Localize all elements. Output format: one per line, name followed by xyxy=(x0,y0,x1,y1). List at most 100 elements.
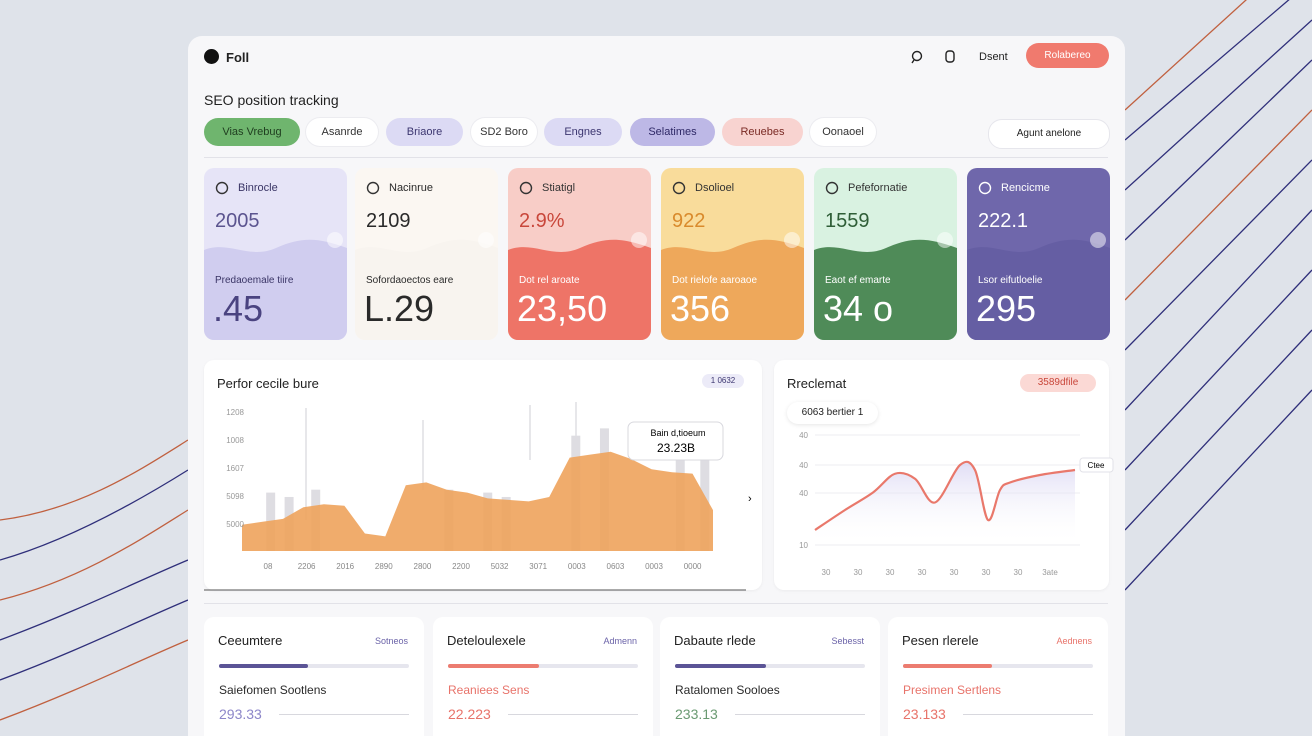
filter-chip[interactable]: Vias Vrebug xyxy=(204,118,300,146)
kpi-card: Pefefornatie 1559 Eaot ef emarte 34 o xyxy=(814,168,957,340)
x-tick-label: 5032 xyxy=(491,562,509,571)
kpi-sub-label: Predaoemale tiire xyxy=(215,275,294,286)
kpi-value: 222.1 xyxy=(978,210,1029,232)
card-link[interactable]: Admenn xyxy=(603,636,637,646)
kpi-label: Pefefornatie xyxy=(848,182,908,194)
x-tick-label: 0003 xyxy=(645,562,663,571)
kpi-label: Binrocle xyxy=(238,182,278,194)
card-title: Deteloulexele xyxy=(447,633,526,648)
x-tick-label: 30 xyxy=(950,568,959,577)
kpi-label: Stiatigl xyxy=(542,182,576,194)
card-subtitle: Reaniees Sens xyxy=(448,683,530,697)
progress-bar xyxy=(219,664,309,668)
panel-title: Perfor cecile bure xyxy=(217,376,319,391)
filter-right[interactable]: Agunt anelone xyxy=(988,119,1110,149)
kpi-sub-value: 23,50 xyxy=(517,288,608,329)
stat-card: Deteloulexele Admenn Reaniees Sens 22.223 xyxy=(433,617,653,736)
card-link[interactable]: Sotneos xyxy=(374,636,408,646)
card-value: 293.33 xyxy=(219,706,262,722)
filter-chip[interactable]: Asanrde xyxy=(306,118,378,146)
card-value: 22.223 xyxy=(448,706,491,722)
tooltip-label: Bain d,tioeum xyxy=(650,428,705,438)
kpi-wave xyxy=(508,181,651,340)
card-link[interactable]: Sebesst xyxy=(831,636,864,646)
logo-icon xyxy=(204,49,219,64)
x-tick-label: 30 xyxy=(886,568,895,577)
filter-chip[interactable]: Engnes xyxy=(544,118,622,146)
card-subtitle: Saiefomen Sootlens xyxy=(219,683,327,697)
x-tick-label: 30 xyxy=(1014,568,1023,577)
y-tick-label: 40 xyxy=(799,431,808,440)
x-tick-label: 2206 xyxy=(298,562,316,571)
card-rule xyxy=(279,714,409,715)
x-tick-label: 30 xyxy=(982,568,991,577)
kpi-wave xyxy=(814,181,957,340)
line xyxy=(814,460,1076,531)
filter-chip[interactable]: Selatimes xyxy=(630,118,715,146)
filter-chip[interactable]: Oonaoel xyxy=(810,118,876,146)
card-title: Ceeumtere xyxy=(218,633,283,648)
header-button[interactable]: Rolabereo xyxy=(1026,43,1109,68)
progress-bar xyxy=(448,664,540,668)
y-tick-label: 40 xyxy=(799,461,808,470)
kpi-wave xyxy=(204,181,347,340)
kpi-sub-value: .45 xyxy=(213,288,264,329)
stat-card: Dabaute rlede Sebesst Ratalomen Sooloes 233… xyxy=(660,617,880,736)
card-rule xyxy=(735,714,865,715)
kpi-sub-label: Lsor eifutloelie xyxy=(978,275,1043,286)
y-tick-label: 1008 xyxy=(226,436,244,445)
kpi-wave xyxy=(355,181,498,340)
kpi-sub-label: Eaot ef emarte xyxy=(825,275,891,286)
filter-chip[interactable]: Reuebes xyxy=(722,118,803,146)
x-tick-label: 30 xyxy=(918,568,927,577)
x-tick-label: 30 xyxy=(854,568,863,577)
filter-chip[interactable]: SD2 Boro xyxy=(471,118,537,146)
progress-track xyxy=(448,664,638,668)
badge: 1 0632 xyxy=(702,374,744,388)
progress-track xyxy=(219,664,409,668)
y-tick-label: 5000 xyxy=(226,520,244,529)
card-link[interactable]: Aednens xyxy=(1056,636,1092,646)
kpi-sub-value: 356 xyxy=(670,288,731,329)
x-tick-label: 0603 xyxy=(607,562,625,571)
card-subtitle: Presimen Sertlens xyxy=(903,683,1002,697)
x-tick-label: 30 xyxy=(822,568,831,577)
y-tick-label: 1208 xyxy=(226,408,244,417)
kpi-label: Rencicme xyxy=(1001,182,1050,194)
kpi-card: Stiatigl 2.9% Dot rel aroate 23,50 xyxy=(508,168,651,340)
end-label-box xyxy=(1079,457,1114,473)
card-title: Pesen rlerele xyxy=(902,633,979,648)
progress-bar xyxy=(675,664,767,668)
x-tick-label: 2890 xyxy=(375,562,393,571)
kpi-sub-label: Dot rielofe aaroaoe xyxy=(672,275,758,286)
kpi-label: Dsolioel xyxy=(695,182,735,194)
header-icons[interactable] xyxy=(908,48,963,66)
progress-track xyxy=(903,664,1093,668)
progress-bar xyxy=(903,664,993,668)
card-title: Dabaute rlede xyxy=(674,633,756,648)
x-tick-label: 2200 xyxy=(452,562,470,571)
card-value: 23.133 xyxy=(903,706,946,722)
divider xyxy=(204,603,1108,604)
filter-chip[interactable]: Briaore xyxy=(386,118,463,146)
divider xyxy=(204,157,1108,158)
card-subtitle: Ratalomen Sooloes xyxy=(675,683,780,697)
badge: 3589dfile xyxy=(1020,374,1096,392)
next-arrow[interactable]: › xyxy=(748,493,752,505)
kpi-value: 1559 xyxy=(825,210,870,232)
kpi-sub-value: L.29 xyxy=(364,288,435,329)
kpi-sub-value: 295 xyxy=(976,288,1037,329)
x-tick-label: 2800 xyxy=(414,562,432,571)
progress-track xyxy=(675,664,865,668)
chart-chip[interactable]: 6063 bertier 1 xyxy=(787,402,878,424)
area xyxy=(242,451,713,551)
x-tick-label: 0003 xyxy=(568,562,586,571)
kpi-sub-label: Sofordaoectos eare xyxy=(366,275,454,286)
page-title: SEO position tracking xyxy=(204,92,339,108)
y-tick-label: 1607 xyxy=(226,464,244,473)
user-name[interactable]: Dsent xyxy=(979,51,1008,63)
card-rule xyxy=(963,714,1093,715)
